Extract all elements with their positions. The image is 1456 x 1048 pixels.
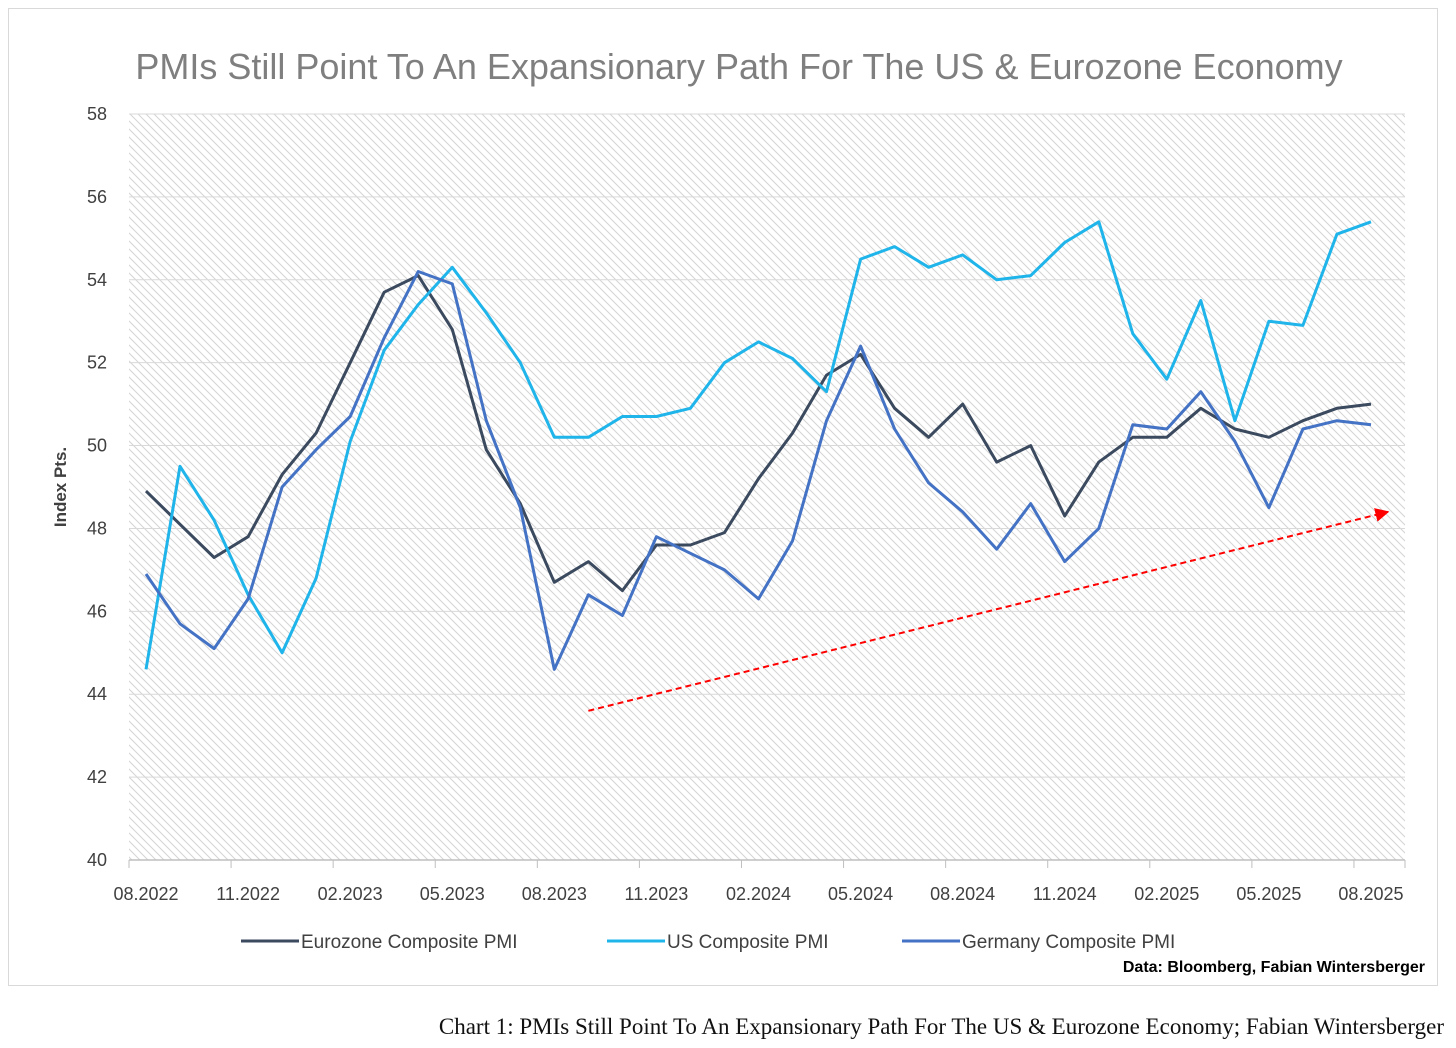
legend-label-us: US Composite PMI: [667, 932, 829, 953]
series-line-us: [144, 220, 1372, 670]
legend-label-eurozone: Eurozone Composite PMI: [301, 932, 518, 953]
series-line-eurozone: [144, 274, 1372, 593]
y-tick-label: 46: [87, 601, 107, 621]
series-line-germany: [144, 270, 1372, 671]
x-tick-label: 05.2024: [828, 884, 893, 904]
y-tick-label: 48: [87, 518, 107, 538]
pmi-line-chart: PMIs Still Point To An Expansionary Path…: [51, 46, 1425, 976]
x-tick-label: 08.2025: [1338, 884, 1403, 904]
y-tick-label: 50: [87, 436, 107, 456]
y-tick-label: 40: [87, 850, 107, 870]
x-tick-label: 02.2023: [318, 884, 383, 904]
x-axis-ticks: 08.2022 11.2022 02.2023 05.2023 08.2023 11.20…: [113, 860, 1406, 904]
x-tick-label: 05.2023: [420, 884, 485, 904]
chart-frame: PMIs Still Point To An Expansionary Path…: [8, 8, 1438, 986]
x-tick-label: 02.2024: [726, 884, 791, 904]
x-tick-label: 11.2022: [216, 884, 280, 904]
x-tick-label: 08.2023: [522, 884, 587, 904]
x-tick-label: 11.2023: [625, 884, 689, 904]
x-tick-label: 02.2025: [1134, 884, 1199, 904]
y-tick-label: 56: [87, 187, 107, 207]
y-tick-label: 58: [87, 104, 107, 124]
x-tick-label: 08.2022: [113, 884, 178, 904]
x-tick-label: 05.2025: [1236, 884, 1301, 904]
series-lines: [144, 220, 1372, 671]
y-tick-label: 54: [87, 270, 107, 290]
annotations: [588, 508, 1390, 712]
y-axis-label: Index Pts.: [51, 447, 70, 527]
x-tick-label: 08.2024: [930, 884, 995, 904]
chart-title: PMIs Still Point To An Expansionary Path…: [135, 46, 1342, 87]
y-tick-label: 44: [87, 684, 107, 704]
gridlines: [129, 113, 1405, 778]
plot-area: [129, 114, 1405, 860]
y-axis-ticks: 40 42 44 46 48 50 52 54 56 58: [87, 104, 107, 870]
x-tick-label: 11.2024: [1033, 884, 1097, 904]
source-note: Data: Bloomberg, Fabian Wintersberger: [1123, 959, 1425, 976]
trend-arrow: [588, 508, 1390, 712]
y-tick-label: 42: [87, 767, 107, 787]
figure-caption: Chart 1: PMIs Still Point To An Expansio…: [438, 1014, 1444, 1039]
legend: Eurozone Composite PMI US Composite PMI …: [241, 932, 1175, 953]
y-tick-label: 52: [87, 353, 107, 373]
legend-label-germany: Germany Composite PMI: [962, 932, 1175, 953]
